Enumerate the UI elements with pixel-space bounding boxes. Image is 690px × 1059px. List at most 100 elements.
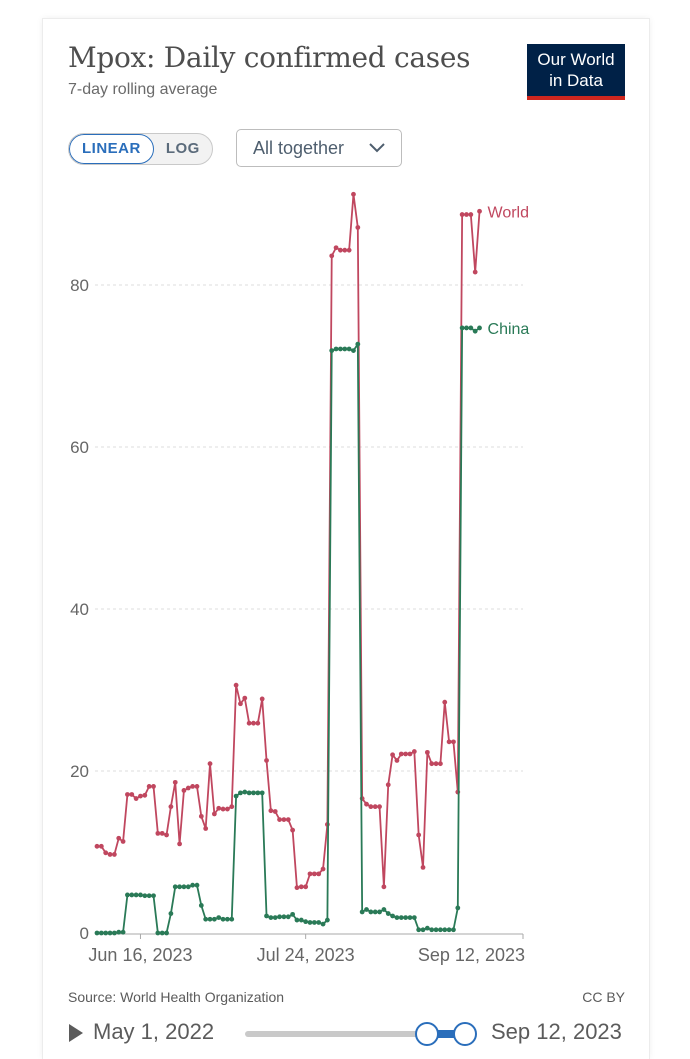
world-data-point bbox=[338, 247, 343, 253]
play-icon[interactable] bbox=[67, 1023, 85, 1043]
china-data-point bbox=[472, 328, 478, 334]
china-data-point bbox=[368, 909, 374, 915]
y-tick-label: 0 bbox=[80, 924, 89, 943]
world-data-point bbox=[229, 804, 235, 810]
world-data-point bbox=[298, 884, 304, 890]
china-data-point bbox=[385, 911, 391, 916]
world-data-point bbox=[190, 783, 196, 789]
world-data-point bbox=[451, 739, 456, 745]
china-data-point bbox=[181, 884, 187, 890]
world-data-point bbox=[120, 839, 126, 844]
world-data-point bbox=[103, 850, 109, 856]
timeline-track[interactable] bbox=[245, 1031, 465, 1037]
china-data-point bbox=[390, 913, 395, 919]
owid-logo[interactable]: Our World in Data bbox=[527, 44, 625, 100]
world-data-point bbox=[181, 788, 187, 793]
china-data-point bbox=[459, 325, 465, 331]
china-data-point bbox=[203, 916, 209, 922]
china-data-point bbox=[442, 927, 448, 933]
world-data-point bbox=[272, 809, 278, 814]
world-data-point bbox=[133, 796, 139, 801]
world-data-point bbox=[220, 806, 226, 812]
world-data-point bbox=[211, 811, 217, 817]
china-data-point bbox=[138, 892, 143, 898]
china-data-point bbox=[355, 341, 361, 347]
world-data-point bbox=[342, 247, 348, 253]
world-data-point bbox=[151, 783, 156, 789]
china-data-point bbox=[455, 905, 461, 911]
china-data-point bbox=[98, 930, 104, 936]
world-data-point bbox=[311, 871, 317, 877]
scale-linear-button[interactable]: LINEAR bbox=[69, 134, 154, 164]
x-tick-label: Sep 12, 2023 bbox=[418, 945, 525, 965]
china-data-point bbox=[342, 346, 348, 352]
world-data-point bbox=[129, 792, 135, 797]
y-tick-label: 20 bbox=[70, 762, 89, 781]
china-data-point bbox=[320, 921, 326, 927]
china-data-point bbox=[194, 882, 200, 888]
world-data-point bbox=[177, 841, 182, 847]
china-data-point bbox=[225, 916, 230, 922]
china-data-point bbox=[211, 916, 217, 922]
source-note: Source: World Health Organization bbox=[68, 989, 285, 1005]
world-data-point bbox=[377, 804, 382, 810]
china-data-point bbox=[364, 907, 369, 912]
china-series-label: China bbox=[488, 321, 530, 338]
china-data-point bbox=[142, 893, 148, 899]
china-data-point bbox=[464, 325, 469, 331]
china-data-point bbox=[159, 930, 165, 936]
world-data-point bbox=[216, 805, 222, 811]
china-data-point bbox=[407, 915, 413, 921]
scale-toggle: LINEAR LOG bbox=[68, 133, 213, 165]
china-data-point bbox=[172, 884, 178, 890]
x-tick-label: Jun 16, 2023 bbox=[88, 945, 192, 965]
world-data-point bbox=[398, 751, 404, 757]
world-data-point bbox=[468, 212, 474, 217]
world-series-line bbox=[97, 193, 481, 889]
world-data-point bbox=[442, 699, 448, 705]
license-link[interactable]: CC BY bbox=[582, 989, 625, 1005]
world-data-point bbox=[333, 245, 339, 251]
timeline-start-label: May 1, 2022 bbox=[93, 1019, 215, 1044]
world-data-point bbox=[390, 752, 395, 758]
china-data-point bbox=[242, 789, 248, 795]
world-data-point bbox=[433, 761, 439, 767]
china-data-point bbox=[155, 930, 161, 936]
world-data-point bbox=[207, 761, 213, 767]
china-series-line bbox=[97, 327, 481, 934]
scale-log-button[interactable]: LOG bbox=[165, 140, 200, 157]
china-data-point bbox=[338, 346, 343, 352]
world-data-point bbox=[225, 806, 230, 812]
facet-dropdown[interactable]: All together bbox=[236, 129, 402, 167]
world-data-point bbox=[403, 751, 409, 757]
world-data-point bbox=[255, 720, 261, 726]
china-data-point bbox=[133, 892, 139, 898]
world-data-point bbox=[424, 749, 430, 755]
china-data-point bbox=[281, 914, 287, 920]
china-data-point bbox=[411, 915, 417, 921]
world-data-point bbox=[355, 225, 361, 230]
china-data-point bbox=[477, 325, 482, 331]
china-data-point bbox=[398, 915, 404, 921]
china-data-point bbox=[129, 892, 135, 898]
world-data-point bbox=[303, 884, 309, 890]
china-data-point bbox=[294, 917, 300, 923]
chart-subtitle: 7-day rolling average bbox=[68, 81, 218, 98]
world-data-point bbox=[268, 808, 274, 814]
timeline-selected-range bbox=[426, 1030, 466, 1038]
logo-line-1: Our World bbox=[537, 50, 615, 69]
china-data-point bbox=[216, 915, 222, 921]
timeline-end-handle[interactable] bbox=[453, 1022, 477, 1046]
china-data-point bbox=[220, 916, 226, 922]
y-tick-label: 40 bbox=[70, 600, 89, 619]
china-data-point bbox=[451, 927, 456, 933]
china-data-point bbox=[303, 919, 309, 925]
china-data-point bbox=[103, 930, 109, 936]
timeline-start-handle[interactable] bbox=[415, 1022, 439, 1046]
china-data-point bbox=[346, 346, 352, 352]
china-data-point bbox=[272, 915, 278, 921]
world-data-point bbox=[294, 885, 300, 891]
facet-dropdown-label: All together bbox=[253, 138, 345, 158]
world-data-point bbox=[238, 701, 243, 707]
world-data-point bbox=[368, 804, 374, 810]
